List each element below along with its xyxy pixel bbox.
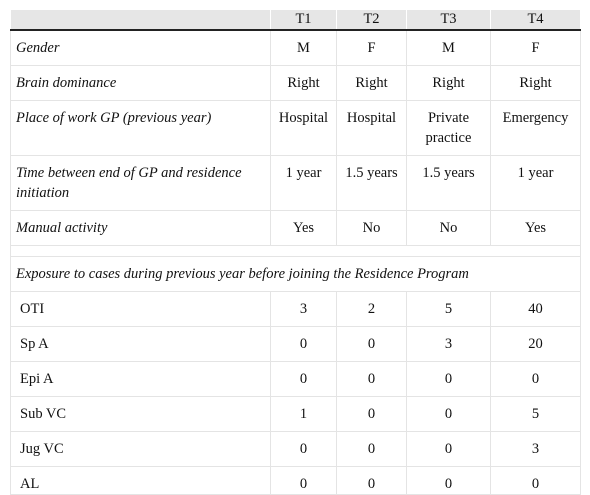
table-cell: Hospital	[336, 100, 407, 156]
table-row: AL 0 0 0 0	[10, 466, 581, 495]
table-cell: 0	[336, 431, 407, 467]
table-row: Manual activity Yes No No Yes	[10, 210, 581, 246]
row-label-time-between: Time between end of GP and residence ini…	[10, 155, 271, 211]
row-label-oti: OTI	[10, 291, 271, 327]
table-cell: 0	[270, 466, 337, 495]
row-label-jug-vc: Jug VC	[10, 431, 271, 467]
table-cell: F	[336, 29, 407, 66]
table-cell: Hospital	[270, 100, 337, 156]
table-cell: Emergency	[490, 100, 581, 156]
table-row: Time between end of GP and residence ini…	[10, 155, 581, 211]
table-cell: No	[336, 210, 407, 246]
table-cell: 0	[270, 326, 337, 362]
table-cell: 0	[406, 466, 491, 495]
table-row: Epi A 0 0 0 0	[10, 361, 581, 397]
table-cell: M	[270, 29, 337, 66]
table-cell: 0	[270, 361, 337, 397]
table-cell: 5	[490, 396, 581, 432]
table-cell: Right	[270, 65, 337, 101]
section-row: Exposure to cases during previous year b…	[10, 256, 581, 292]
row-label-manual-activity: Manual activity	[10, 210, 271, 246]
table-cell: Yes	[270, 210, 337, 246]
table-row: Gender M F M F	[10, 29, 581, 66]
header-cell-t1: T1	[270, 9, 337, 31]
table-cell: 3	[406, 326, 491, 362]
row-label-sp-a: Sp A	[10, 326, 271, 362]
table-cell: 0	[336, 361, 407, 397]
table-cell: 0	[406, 396, 491, 432]
table-cell: 1.5 years	[336, 155, 407, 211]
table-body: Gender M F M F Brain dominance Right Rig…	[10, 29, 581, 495]
row-label-place-of-work: Place of work GP (previous year)	[10, 100, 271, 156]
table-cell: 2	[336, 291, 407, 327]
table-cell: 1.5 years	[406, 155, 491, 211]
table-cell: 0	[406, 361, 491, 397]
table-row: Sp A 0 0 3 20	[10, 326, 581, 362]
table-cell: 3	[490, 431, 581, 467]
spacer-row	[10, 245, 581, 257]
row-label-gender: Gender	[10, 29, 271, 66]
row-label-al: AL	[10, 466, 271, 495]
table-cell: 0	[336, 326, 407, 362]
table-cell: 3	[270, 291, 337, 327]
table-cell: Right	[336, 65, 407, 101]
table-cell: 1	[270, 396, 337, 432]
table-cell: Yes	[490, 210, 581, 246]
table-cell: 0	[490, 361, 581, 397]
table-cell: Right	[490, 65, 581, 101]
row-label-brain-dominance: Brain dominance	[10, 65, 271, 101]
table-row: Sub VC 1 0 0 5	[10, 396, 581, 432]
table-cell: F	[490, 29, 581, 66]
table-cell: M	[406, 29, 491, 66]
table-cell: 5	[406, 291, 491, 327]
table-cell: 0	[406, 431, 491, 467]
table-cell: Private practice	[406, 100, 491, 156]
table-cell: No	[406, 210, 491, 246]
section-title: Exposure to cases during previous year b…	[10, 256, 581, 292]
header-cell-t3: T3	[406, 9, 491, 31]
table-cell: 40	[490, 291, 581, 327]
table-cell: 0	[270, 431, 337, 467]
row-label-epi-a: Epi A	[10, 361, 271, 397]
table-row: Jug VC 0 0 0 3	[10, 431, 581, 467]
table-row: OTI 3 2 5 40	[10, 291, 581, 327]
table-cell: 0	[336, 466, 407, 495]
table-header: T1 T2 T3 T4	[10, 9, 581, 31]
table-row: Place of work GP (previous year) Hospita…	[10, 100, 581, 156]
table-cell: 0	[336, 396, 407, 432]
header-cell-t4: T4	[490, 9, 581, 31]
table-cell: 20	[490, 326, 581, 362]
table-cell: 1 year	[490, 155, 581, 211]
table-cell: 1 year	[270, 155, 337, 211]
row-label-sub-vc: Sub VC	[10, 396, 271, 432]
header-row: T1 T2 T3 T4	[10, 9, 581, 31]
data-table: T1 T2 T3 T4 Gender M F M F Brain dominan…	[10, 9, 581, 495]
table-cell: 0	[490, 466, 581, 495]
table-cell: Right	[406, 65, 491, 101]
header-cell-blank	[10, 9, 271, 31]
table-row: Brain dominance Right Right Right Right	[10, 65, 581, 101]
spacer-cell	[10, 245, 581, 257]
header-cell-t2: T2	[336, 9, 407, 31]
